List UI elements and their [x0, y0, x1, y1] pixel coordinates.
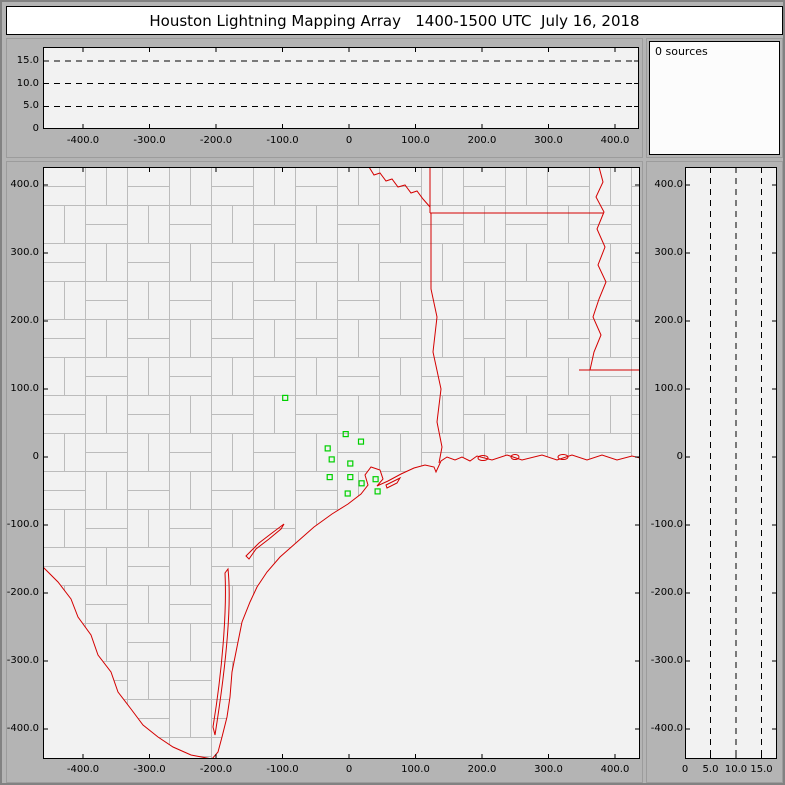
altitude-gridlines [43, 60, 639, 107]
plan-view-map-plot[interactable] [43, 167, 640, 759]
plot-background [43, 47, 639, 129]
lma-station-marker [347, 460, 354, 467]
plot-background [685, 167, 777, 759]
sources-count-label: 0 sources [655, 45, 708, 58]
lma-station-marker [328, 456, 335, 463]
coastal-lakes [477, 454, 569, 461]
title-bar: Houston Lightning Mapping Array 1400-150… [6, 6, 783, 35]
altitude-vs-north-south-plot[interactable] [685, 167, 777, 759]
lma-station-marker [358, 480, 365, 487]
lma-station-marker [326, 474, 333, 481]
lma-station-marker [342, 431, 349, 438]
plot-border [43, 167, 640, 759]
lma-stations-layer [282, 394, 381, 497]
plot-border [685, 167, 777, 759]
map-red-features [43, 167, 640, 759]
barrier-islands [212, 476, 402, 736]
coastal-lake [477, 455, 489, 461]
lma-station-marker [357, 438, 365, 445]
coastline-and-rio-grande [43, 454, 640, 759]
altitude-vs-east-west-plot[interactable] [43, 47, 639, 129]
lma-station-marker [372, 476, 379, 483]
lma-station-marker [282, 394, 289, 401]
lma-station-marker [324, 445, 331, 452]
coastal-lake [510, 454, 520, 460]
sources-count-box: 0 sources [649, 41, 780, 155]
lma-station-marker [374, 488, 381, 495]
page-title: Houston Lightning Mapping Array 1400-150… [149, 11, 640, 30]
state-borders-and-rivers [368, 167, 640, 464]
plot-border [43, 47, 639, 129]
coastal-lake [557, 454, 569, 460]
lma-station-marker [347, 474, 354, 481]
lma-station-marker [344, 490, 351, 497]
